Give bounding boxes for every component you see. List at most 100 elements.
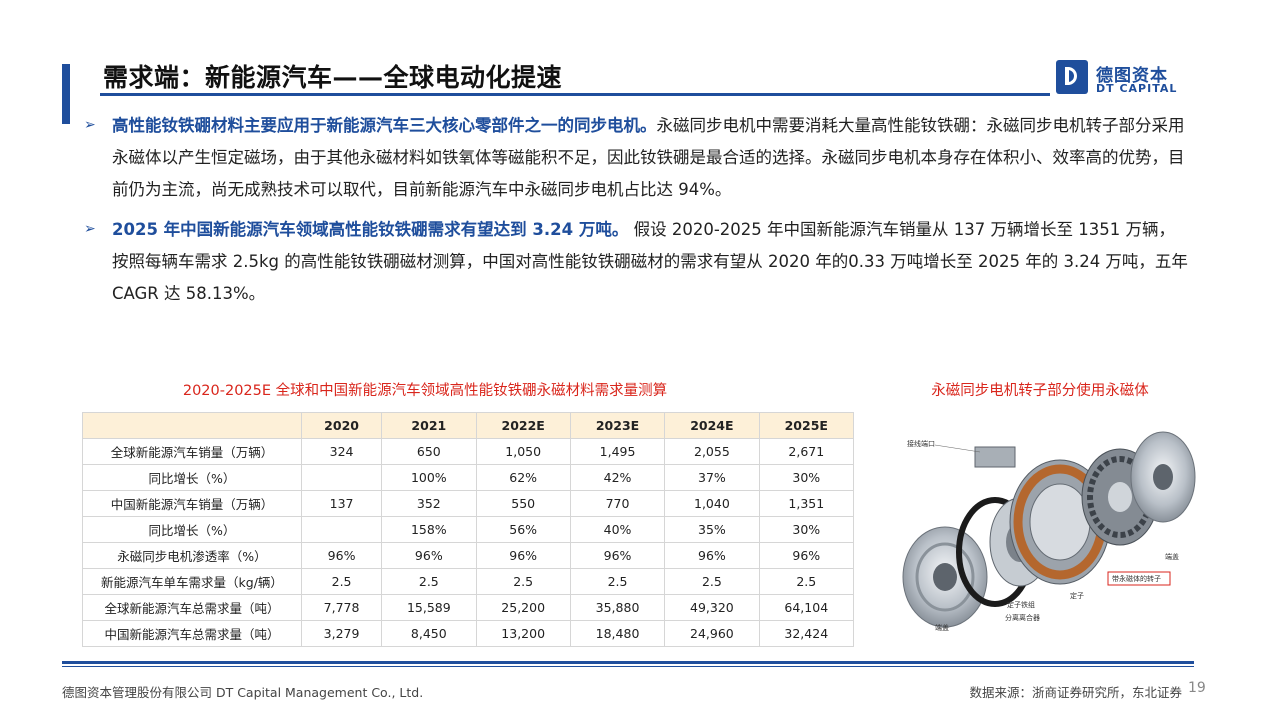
table-header-cell: 2023E [569, 412, 666, 439]
footer-divider-thick [62, 661, 1194, 664]
table-cell: 2.5 [300, 568, 383, 595]
table-cell: 96% [569, 542, 666, 569]
end-cap-left [902, 526, 988, 628]
table-header-cell: 2022E [475, 412, 571, 439]
table-cell: 96% [664, 542, 760, 569]
table-cell [300, 516, 383, 543]
footer-company: 德图资本管理股份有限公司 DT Capital Management Co., … [62, 685, 424, 700]
terminal-port [974, 446, 1016, 468]
footer-divider-thin [62, 666, 1194, 667]
table-cell: 32,424 [758, 620, 855, 647]
table-cell: 100% [381, 464, 477, 491]
label-stator: 定子 [1070, 591, 1084, 600]
title-divider [100, 93, 1050, 96]
logo-cn-text: 德图资本 [1096, 66, 1168, 86]
table-header-cell: 2020 [300, 412, 383, 439]
table-cell: 15,589 [381, 594, 477, 621]
bullet-text: 高性能钕铁硼材料主要应用于新能源汽车三大核心零部件之一的同步电机。永磁同步电机中… [112, 110, 1194, 206]
bullet-headline: 2025 年中国新能源汽车领域高性能钕铁硼需求有望达到 3.24 万吨。 [112, 220, 629, 239]
image-caption: 永磁同步电机转子部分使用永磁体 [931, 383, 1149, 399]
table-cell: 96% [381, 542, 477, 569]
table-cell: 30% [758, 516, 855, 543]
table-cell: 40% [569, 516, 666, 543]
table-cell: 24,960 [664, 620, 760, 647]
table-cell: 96% [300, 542, 383, 569]
table-header-cell: 2021 [381, 412, 477, 439]
label-end-cap-right: 端盖 [1165, 552, 1179, 561]
table-row-label: 全球新能源汽车销量（万辆） [82, 438, 302, 465]
table-cell: 2.5 [569, 568, 666, 595]
table-cell: 137 [300, 490, 383, 517]
table-caption: 2020-2025E 全球和中国新能源汽车领域高性能钕铁硼永磁材料需求量测算 [182, 383, 668, 399]
table-cell: 2.5 [758, 568, 855, 595]
table-row-label: 中国新能源汽车总需求量（吨） [82, 620, 302, 647]
table-cell: 1,050 [475, 438, 571, 465]
table-row-label: 新能源汽车单车需求量（kg/辆） [82, 568, 302, 595]
table-row: 中国新能源汽车总需求量（吨） 3,279 8,450 13,200 18,480 24,9… [82, 620, 855, 647]
table-cell: 8,450 [381, 620, 477, 647]
table-cell: 550 [475, 490, 571, 517]
table-cell: 42% [569, 464, 666, 491]
table-cell: 18,480 [569, 620, 666, 647]
table-row-label: 全球新能源汽车总需求量（吨） [82, 594, 302, 621]
table-cell: 7,778 [300, 594, 383, 621]
bullet-body: 假设 2020-2025 年中国新能源汽车销量从 137 万辆增长至 1351 … [112, 220, 1188, 303]
table-cell: 2.5 [381, 568, 477, 595]
table-cell: 324 [300, 438, 383, 465]
label-terminal: 接线端口 [907, 439, 935, 448]
table-cell: 37% [664, 464, 760, 491]
table-cell: 1,351 [758, 490, 855, 517]
label-end-cap-left: 端盖 [935, 623, 949, 632]
table-cell: 96% [475, 542, 571, 569]
bullet-text: 2025 年中国新能源汽车领域高性能钕铁硼需求有望达到 3.24 万吨。 假设 … [112, 214, 1194, 310]
table-row-label: 永磁同步电机渗透率（%） [82, 542, 302, 569]
arrow-bullet-icon: ➢ [84, 117, 96, 133]
table-cell: 2.5 [475, 568, 571, 595]
table-row: 全球新能源汽车销量（万辆） 324 650 1,050 1,495 2,055 2,671 [82, 438, 855, 465]
table-row: 中国新能源汽车销量（万辆） 137 352 550 770 1,040 1,351 [82, 490, 855, 517]
table-cell: 1,495 [569, 438, 666, 465]
table-cell: 25,200 [475, 594, 571, 621]
table-row-label: 同比增长（%） [82, 464, 302, 491]
footer-source: 数据来源：浙商证券研究所，东北证券 [969, 685, 1182, 700]
table-cell: 30% [758, 464, 855, 491]
label-stator-core: 定子铁组 [1007, 600, 1035, 609]
table-cell: 2.5 [664, 568, 760, 595]
bullet-item-2: ➢ 2025 年中国新能源汽车领域高性能钕铁硼需求有望达到 3.24 万吨。 假… [84, 214, 1194, 310]
table-row: 新能源汽车单车需求量（kg/辆） 2.5 2.5 2.5 2.5 2.5 2.5 [82, 568, 855, 595]
table-cell: 352 [381, 490, 477, 517]
motor-exploded-illustration: 接线端口 端盖 带永磁体的转子 定子 定子铁组 分离离合器 端盖 [902, 431, 1196, 632]
table-cell: 64,104 [758, 594, 855, 621]
table-row-label: 中国新能源汽车销量（万辆） [82, 490, 302, 517]
table-row: 全球新能源汽车总需求量（吨） 7,778 15,589 25,200 35,880 49,… [82, 594, 855, 621]
table-cell: 158% [381, 516, 477, 543]
table-row: 同比增长（%） 158% 56% 40% 35% 30% [82, 516, 855, 543]
table-row-label: 同比增长（%） [82, 516, 302, 543]
rotor-label-box [1107, 571, 1171, 586]
company-logo: 德图资本 DT CAPITAL [1056, 60, 1186, 100]
bullet-body: 永磁同步电机中需要消耗大量高性能钕铁硼：永磁同步电机转子部分采用永磁体以产生恒定… [112, 116, 1185, 199]
table-header-cell: 2025E [758, 412, 855, 439]
page-number: 19 [1188, 680, 1206, 696]
logo-en-text: DT CAPITAL [1096, 82, 1178, 95]
table-cell: 96% [758, 542, 855, 569]
table-body: 全球新能源汽车销量（万辆） 324 650 1,050 1,495 2,055 2,671 同… [82, 438, 855, 647]
title-accent-bar [62, 64, 70, 124]
bullet-headline: 高性能钕铁硼材料主要应用于新能源汽车三大核心零部件之一的同步电机。 [112, 116, 657, 135]
table-cell: 49,320 [664, 594, 760, 621]
table-cell: 35,880 [569, 594, 666, 621]
demand-table: 2020 2021 2022E 2023E 2024E 2025E 全球新能源汽… [82, 412, 855, 647]
table-header-row: 2020 2021 2022E 2023E 2024E 2025E [82, 412, 855, 439]
table-cell: 62% [475, 464, 571, 491]
label-rotor: 带永磁体的转子 [1112, 574, 1161, 583]
table-cell: 2,671 [758, 438, 855, 465]
table-cell: 1,040 [664, 490, 760, 517]
bullet-list: ➢ 高性能钕铁硼材料主要应用于新能源汽车三大核心零部件之一的同步电机。永磁同步电… [84, 110, 1194, 318]
table-cell: 650 [381, 438, 477, 465]
table-cell: 770 [569, 490, 666, 517]
label-separator: 分离离合器 [1005, 613, 1040, 622]
bullet-item-1: ➢ 高性能钕铁硼材料主要应用于新能源汽车三大核心零部件之一的同步电机。永磁同步电… [84, 110, 1194, 206]
logo-d-icon [1056, 60, 1088, 94]
arrow-bullet-icon: ➢ [84, 221, 96, 237]
table-cell: 13,200 [475, 620, 571, 647]
